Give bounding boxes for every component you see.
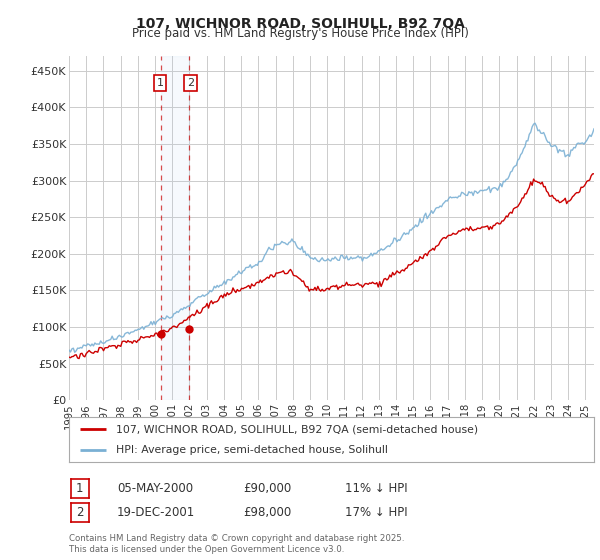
- Text: HPI: Average price, semi-detached house, Solihull: HPI: Average price, semi-detached house,…: [116, 445, 388, 455]
- Text: £90,000: £90,000: [243, 482, 291, 496]
- Text: 2: 2: [187, 78, 194, 88]
- Text: 1: 1: [157, 78, 164, 88]
- Text: Price paid vs. HM Land Registry's House Price Index (HPI): Price paid vs. HM Land Registry's House …: [131, 27, 469, 40]
- Text: 1: 1: [76, 482, 83, 496]
- Text: 107, WICHNOR ROAD, SOLIHULL, B92 7QA: 107, WICHNOR ROAD, SOLIHULL, B92 7QA: [136, 17, 464, 31]
- Text: 107, WICHNOR ROAD, SOLIHULL, B92 7QA (semi-detached house): 107, WICHNOR ROAD, SOLIHULL, B92 7QA (se…: [116, 424, 478, 435]
- Text: Contains HM Land Registry data © Crown copyright and database right 2025.
This d: Contains HM Land Registry data © Crown c…: [69, 534, 404, 554]
- Text: £98,000: £98,000: [243, 506, 291, 519]
- Text: 19-DEC-2001: 19-DEC-2001: [117, 506, 195, 519]
- Bar: [161, 56, 189, 400]
- Text: 17% ↓ HPI: 17% ↓ HPI: [345, 506, 407, 519]
- Text: 2: 2: [76, 506, 83, 519]
- Text: 05-MAY-2000: 05-MAY-2000: [117, 482, 193, 496]
- Text: 11% ↓ HPI: 11% ↓ HPI: [345, 482, 407, 496]
